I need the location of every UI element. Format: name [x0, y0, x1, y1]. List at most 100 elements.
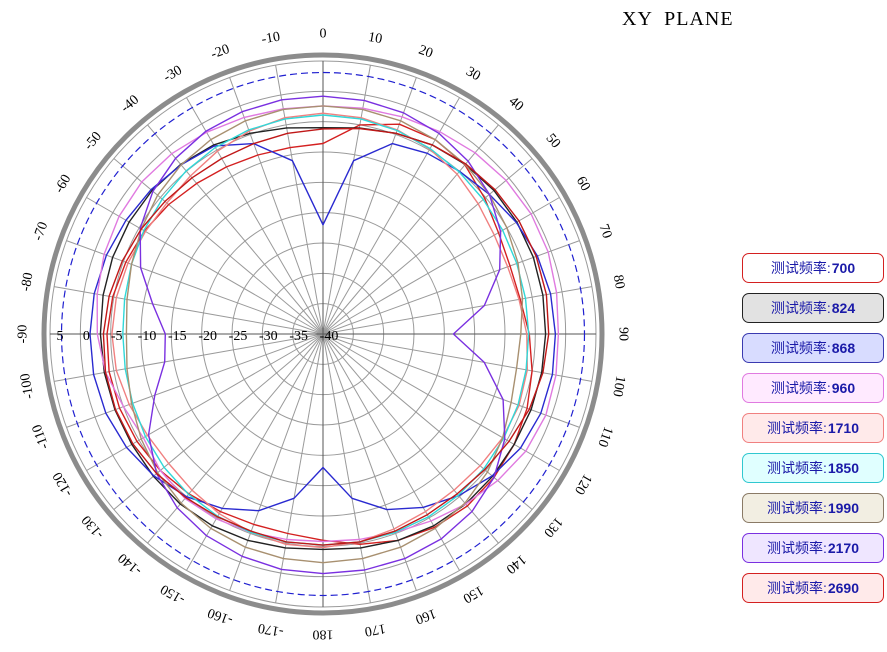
grid-spoke [66, 240, 324, 335]
legend-item-1710[interactable]: 测试频率: 1710 [742, 413, 884, 443]
angle-tick-label: 100 [609, 374, 627, 397]
angle-tick-label: -80 [19, 271, 37, 292]
legend-item-1850[interactable]: 测试频率: 1850 [742, 453, 884, 483]
grid-spoke [54, 286, 324, 335]
legend-label: 测试频率: [766, 540, 827, 556]
angle-tick-label: -130 [79, 512, 107, 541]
legend-item-868[interactable]: 测试频率: 868 [742, 333, 884, 363]
reference-circle [60, 71, 586, 597]
angle-tick-label: 40 [506, 94, 526, 114]
angle-tick-label: 140 [503, 551, 529, 576]
legend-frequency: 700 [831, 260, 856, 276]
legend-item-2690[interactable]: 测试频率: 2690 [742, 573, 884, 603]
grid-spoke [186, 97, 324, 335]
angle-tick-label: 150 [460, 582, 486, 605]
legend-label: 测试频率: [766, 420, 827, 436]
angle-tick-label: -140 [116, 550, 145, 578]
angle-tick-label: -90 [16, 325, 31, 344]
legend-item-2170[interactable]: 测试频率: 2170 [742, 533, 884, 563]
angle-tick-label: -60 [52, 172, 74, 196]
legend-item-1990[interactable]: 测试频率: 1990 [742, 493, 884, 523]
legend-label: 测试频率: [766, 500, 827, 516]
legend: 测试频率: 700 测试频率: 824 测试频率: 868 测试频率: 960 测试频率: 171… [742, 253, 884, 613]
angle-tick-label: -50 [81, 129, 104, 153]
radial-tick-label: -20 [198, 329, 217, 344]
trace-2170 [139, 95, 506, 575]
grid-spoke [322, 124, 499, 335]
legend-label: 测试频率: [770, 300, 831, 316]
legend-frequency: 868 [831, 340, 856, 356]
angle-tick-label: 60 [573, 174, 593, 194]
legend-label: 测试频率: [770, 380, 831, 396]
legend-label: 测试频率: [766, 580, 827, 596]
angle-tick-label: -100 [18, 372, 37, 400]
angle-tick-label: 170 [363, 620, 386, 638]
angle-tick-label: 120 [571, 471, 594, 497]
radial-tick-label: 5 [57, 329, 64, 344]
legend-frequency: 1990 [827, 500, 860, 516]
angle-tick-label: -40 [118, 92, 142, 115]
angle-tick-label: -170 [257, 620, 285, 639]
grid-spoke [113, 333, 324, 510]
grid-spoke [322, 197, 560, 335]
polar-grid [41, 52, 605, 616]
legend-frequency: 2170 [827, 540, 860, 556]
angle-tick-label: 10 [367, 30, 383, 47]
legend-item-700[interactable]: 测试频率: 700 [742, 253, 884, 283]
chart-title: XY PLANE [622, 8, 734, 30]
angle-tick-label: 90 [616, 327, 631, 341]
radial-tick-label: -5 [111, 329, 123, 344]
grid-spoke [322, 333, 460, 571]
radial-tick-label: -40 [320, 329, 339, 344]
angle-tick-label: 110 [594, 424, 615, 448]
angle-tick-label: 70 [595, 222, 614, 240]
angle-tick-label: -120 [50, 469, 76, 499]
angle-tick-label: -20 [209, 42, 232, 62]
angle-tick-label: 180 [313, 627, 334, 642]
radial-tick-label: -35 [289, 329, 308, 344]
angle-tick-label: 50 [543, 131, 563, 151]
polar-traces [89, 95, 560, 575]
legend-frequency: 824 [831, 300, 856, 316]
angle-tick-label: 0 [320, 27, 327, 42]
legend-frequency: 1710 [827, 420, 860, 436]
outer-ring [41, 52, 605, 616]
radial-tick-label: -10 [138, 329, 157, 344]
grid-spoke [66, 333, 324, 428]
radial-tick-label: -30 [259, 329, 278, 344]
angle-tick-label: 130 [540, 514, 565, 540]
angle-tick-label: -150 [158, 581, 188, 607]
angle-tick-label: 160 [413, 605, 438, 626]
grid-spoke [54, 333, 324, 382]
angle-tick-label: -10 [260, 30, 281, 48]
angle-tick-label: -70 [31, 220, 51, 243]
grid-spoke [322, 333, 499, 544]
angle-tick-label: 30 [463, 64, 483, 84]
legend-label: 测试频率: [770, 340, 831, 356]
legend-label: 测试频率: [770, 260, 831, 276]
trace-960 [96, 105, 560, 543]
legend-item-960[interactable]: 测试频率: 960 [742, 373, 884, 403]
legend-frequency: 1850 [827, 460, 860, 476]
legend-frequency: 2690 [827, 580, 860, 596]
radial-tick-label: -25 [229, 329, 248, 344]
grid-spoke [113, 158, 324, 335]
radial-tick-labels: 5 0 -5 -10 -15 -20 -25 -30 -35 -40 [57, 329, 339, 344]
grid-spoke [322, 158, 533, 335]
grid-spoke [322, 333, 580, 428]
legend-item-824[interactable]: 测试频率: 824 [742, 293, 884, 323]
trace-868 [89, 142, 557, 512]
trace-1710 [111, 112, 528, 549]
grid-spoke [147, 124, 324, 335]
grid-spoke [322, 97, 460, 335]
grid-spoke [186, 333, 324, 571]
radial-tick-label: -15 [168, 329, 187, 344]
trace-2690 [102, 127, 550, 546]
grid-spoke [322, 333, 592, 382]
angle-tick-label: -160 [206, 604, 235, 627]
angle-tick-label: 80 [610, 274, 627, 290]
legend-frequency: 960 [831, 380, 856, 396]
angle-tick-label: -30 [161, 63, 185, 85]
angle-tick-label: 20 [416, 43, 434, 62]
